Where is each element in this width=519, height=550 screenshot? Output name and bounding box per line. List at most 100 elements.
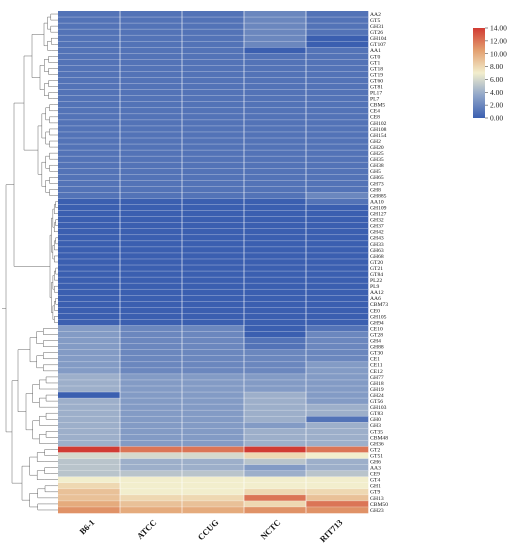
- heatmap-cell: [182, 258, 245, 266]
- heatmap-cell: [120, 125, 183, 133]
- heatmap-cell: [58, 107, 121, 115]
- heatmap-cell: [306, 234, 369, 242]
- heatmap-cell: [58, 65, 121, 72]
- heatmap-cell: [244, 77, 307, 84]
- heatmap-cell: [120, 440, 183, 447]
- heatmap-cell: [120, 107, 183, 115]
- heatmap-cell: [244, 204, 307, 211]
- heatmap-cell: [244, 494, 307, 502]
- heatmap-cell: [306, 301, 369, 308]
- heatmap-cell: [58, 131, 121, 139]
- heatmap-cell: [182, 361, 245, 369]
- heatmap-cell: [182, 252, 245, 260]
- row-label: GT28: [370, 332, 383, 338]
- heatmap-cell: [58, 373, 121, 381]
- heatmap-cell: [244, 470, 307, 478]
- heatmap-cell: [182, 385, 245, 393]
- heatmap-cell: [58, 337, 121, 344]
- row-label: CE11: [370, 363, 383, 369]
- heatmap-cell: [120, 29, 183, 36]
- heatmap-cell: [182, 113, 245, 121]
- heatmap-cell: [58, 410, 121, 417]
- heatmap-cell: [244, 228, 307, 236]
- heatmap-cell: [306, 373, 369, 381]
- heatmap-cell: [58, 228, 121, 236]
- heatmap-cell: [182, 392, 245, 399]
- heatmap-cell: [306, 277, 369, 284]
- heatmap-cell: [120, 410, 183, 417]
- heatmap-cell: [244, 198, 307, 205]
- heatmap-cell: [306, 289, 369, 296]
- heatmap-cell: [306, 361, 369, 369]
- row-label: GH38: [370, 163, 384, 169]
- row-label: GH32: [370, 218, 384, 224]
- heatmap-cell: [244, 101, 307, 109]
- heatmap-cell: [244, 150, 307, 157]
- row-labels: AA2GT5GH31GT26GH104GT107AA1GT0GT1GT18GT1…: [370, 12, 388, 514]
- heatmap-cell: [306, 367, 369, 375]
- heatmap-cell: [182, 17, 245, 24]
- heatmap-cell: [182, 71, 245, 78]
- row-label: GH94: [370, 320, 384, 326]
- heatmap-cell: [182, 271, 245, 278]
- heatmap-cell: [120, 343, 183, 350]
- heatmap-cell: [182, 23, 245, 30]
- heatmap-cell: [244, 488, 307, 496]
- heatmap-cell: [306, 210, 369, 217]
- heatmap-cell: [58, 349, 121, 357]
- heatmap-cell: [120, 23, 183, 30]
- row-label: GT30: [370, 351, 383, 357]
- row-label: GH19: [370, 387, 384, 393]
- heatmap-cell: [182, 83, 245, 90]
- row-label: AA1: [370, 48, 381, 54]
- heatmap-cell: [244, 138, 307, 145]
- row-label: GT19: [370, 72, 383, 78]
- heatmap-cell: [120, 150, 183, 157]
- row-label: CE12: [370, 369, 383, 375]
- heatmap-cell: [120, 428, 183, 435]
- heatmap-cell: [58, 113, 121, 121]
- heatmap-cell: [306, 458, 369, 465]
- row-label: GT83: [370, 411, 383, 417]
- heatmap-cell: [58, 180, 121, 187]
- row-label: GT0: [370, 54, 380, 60]
- heatmap-cell: [58, 446, 121, 453]
- heatmap-cell: [182, 204, 245, 211]
- heatmap-cell: [58, 89, 121, 96]
- heatmap-cell: [120, 355, 183, 363]
- row-label: CE10: [370, 326, 383, 332]
- colorbar-tick-label: 14.00: [490, 24, 507, 33]
- heatmap-cell: [244, 440, 307, 447]
- row-label: CE1: [370, 357, 380, 363]
- heatmap-cell: [306, 101, 369, 109]
- heatmap-cell: [58, 307, 121, 314]
- row-label: AA3: [370, 466, 381, 472]
- heatmap-cell: [306, 452, 369, 459]
- heatmap-cell: [120, 476, 183, 484]
- heatmap-cell: [182, 452, 245, 459]
- heatmap-cell: [182, 379, 245, 387]
- heatmap-cell: [182, 428, 245, 435]
- heatmap-cell: [58, 482, 121, 490]
- column-label: RIT713: [318, 517, 345, 544]
- heatmap-cell: [120, 11, 183, 18]
- heatmap-cell: [58, 11, 121, 18]
- heatmap-cell: [182, 494, 245, 502]
- heatmap-cell: [306, 349, 369, 357]
- heatmap-cell: [244, 434, 307, 441]
- row-label: GH105: [370, 314, 387, 320]
- heatmap-cell: [244, 11, 307, 18]
- heatmap-cell: [58, 252, 121, 260]
- heatmap-cell: [120, 174, 183, 181]
- heatmap-cell: [244, 295, 307, 302]
- heatmap-cell: [120, 416, 183, 423]
- heatmap-cell: [244, 428, 307, 435]
- heatmap-cell: [306, 446, 369, 453]
- heatmap-cell: [306, 204, 369, 211]
- heatmap-cell: [244, 192, 307, 199]
- row-label: PL17: [370, 91, 382, 97]
- heatmap-cell: [120, 83, 183, 90]
- row-label: GH2: [370, 139, 381, 145]
- heatmap-cell: [58, 210, 121, 217]
